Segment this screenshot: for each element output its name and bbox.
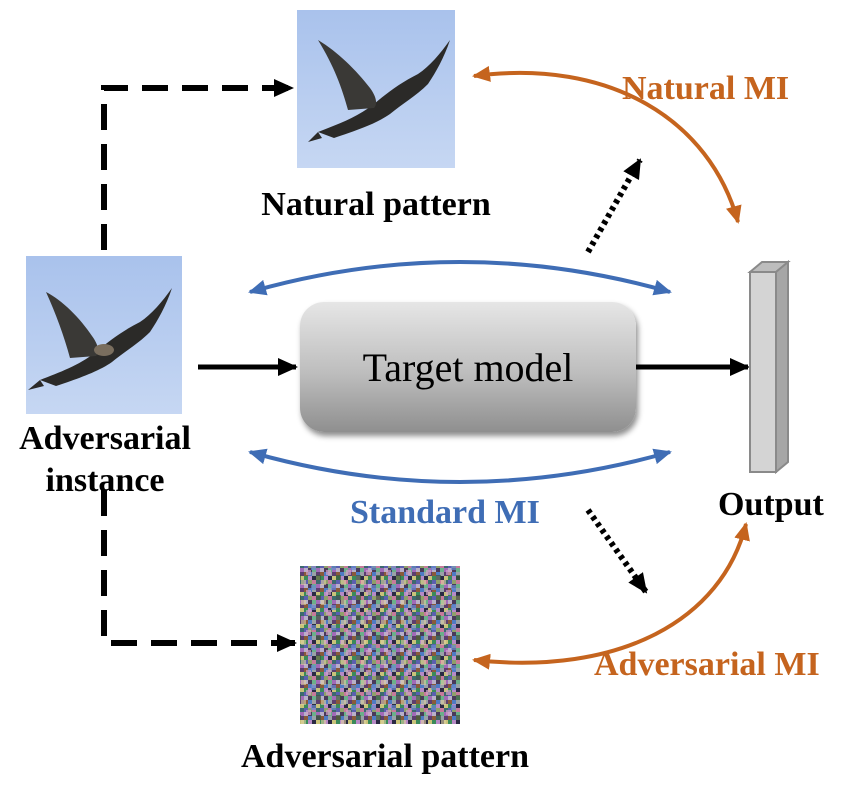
adversarial-instance-label-line1: Adversarial <box>19 420 191 457</box>
output-label: Output <box>718 486 824 523</box>
standard-mi-label: Standard MI <box>350 494 540 531</box>
natural-pattern-label: Natural pattern <box>261 186 491 223</box>
dashed-arrow-to-adversarial-pattern <box>101 490 297 652</box>
adversarial-instance-image <box>26 256 182 414</box>
standard-mi-arc-bottom <box>248 448 672 484</box>
dotted-arrow-to-natural-mi <box>585 158 643 254</box>
adversarial-mi-label: Adversarial MI <box>594 646 820 683</box>
output-bar <box>747 259 791 475</box>
adversarial-mi-arc <box>472 522 750 670</box>
adversarial-pattern-image <box>300 566 460 724</box>
dashed-arrow-to-natural-pattern <box>101 79 294 250</box>
adversarial-instance-label-line2: instance <box>45 462 165 499</box>
natural-pattern-image <box>297 10 455 168</box>
natural-mi-label: Natural MI <box>622 70 790 107</box>
natural-mi-arc <box>472 65 742 224</box>
target-model-label: Target model <box>362 344 574 390</box>
target-model-box: Target model <box>300 302 636 432</box>
bird-icon <box>308 40 450 142</box>
bird-icon <box>28 288 172 390</box>
dotted-arrow-to-adversarial-mi <box>585 508 649 594</box>
adversarial-pattern-label: Adversarial pattern <box>240 738 529 775</box>
standard-mi-arc-top <box>248 260 672 296</box>
